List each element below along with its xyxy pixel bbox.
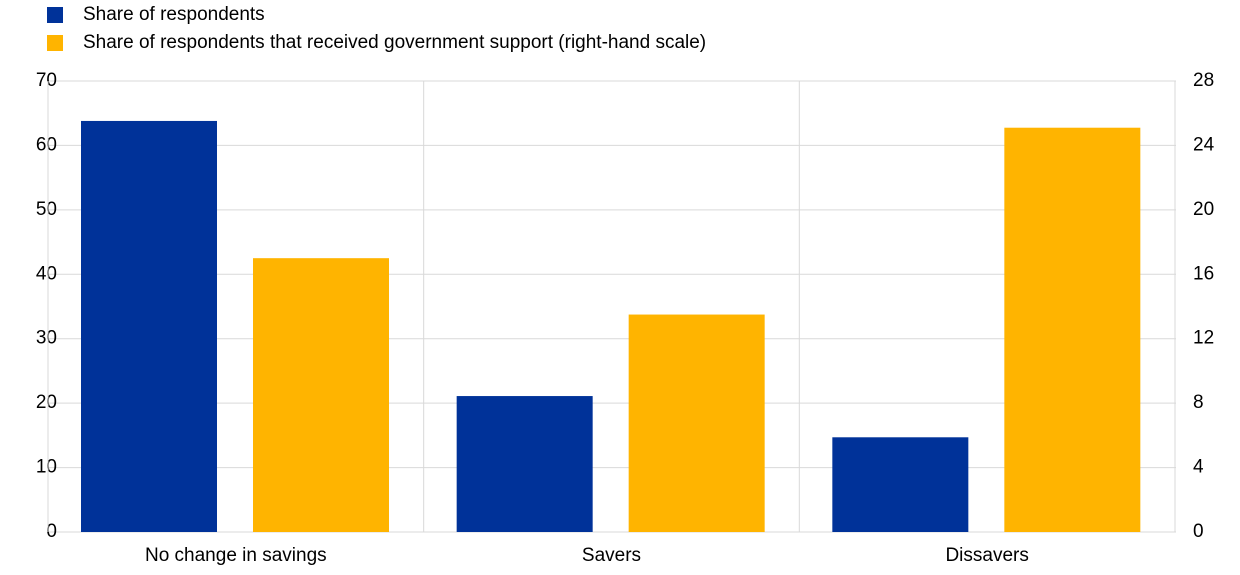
- y-tick-label: 10: [36, 457, 57, 478]
- y2-tick-label: 28: [1193, 70, 1214, 91]
- bar: [628, 314, 765, 532]
- bar: [1004, 127, 1141, 532]
- bar: [832, 437, 969, 532]
- legend-swatch: [47, 7, 63, 23]
- y2-tick-label: 0: [1193, 521, 1204, 542]
- bar: [456, 396, 593, 532]
- x-tick-label: Dissavers: [945, 545, 1028, 566]
- x-tick-label: No change in savings: [145, 545, 327, 566]
- y-tick-label: 20: [36, 392, 57, 413]
- legend-label: Share of respondents that received gover…: [83, 32, 706, 53]
- y-tick-label: 60: [36, 134, 57, 155]
- y-tick-label: 70: [36, 70, 57, 91]
- y2-tick-label: 12: [1193, 328, 1214, 349]
- y-tick-label: 30: [36, 328, 57, 349]
- y2-tick-label: 8: [1193, 392, 1204, 413]
- y-tick-label: 40: [36, 263, 57, 284]
- bar: [253, 258, 389, 532]
- y2-tick-label: 16: [1193, 263, 1214, 284]
- bar: [81, 120, 217, 533]
- y-tick-label: 50: [36, 199, 57, 220]
- y2-tick-label: 20: [1193, 199, 1214, 220]
- legend-swatch: [47, 35, 63, 51]
- y-tick-label: 0: [46, 521, 57, 542]
- x-tick-label: Savers: [582, 545, 641, 566]
- y2-tick-label: 24: [1193, 134, 1215, 155]
- y2-tick-label: 4: [1193, 457, 1204, 478]
- legend-label: Share of respondents: [83, 4, 265, 25]
